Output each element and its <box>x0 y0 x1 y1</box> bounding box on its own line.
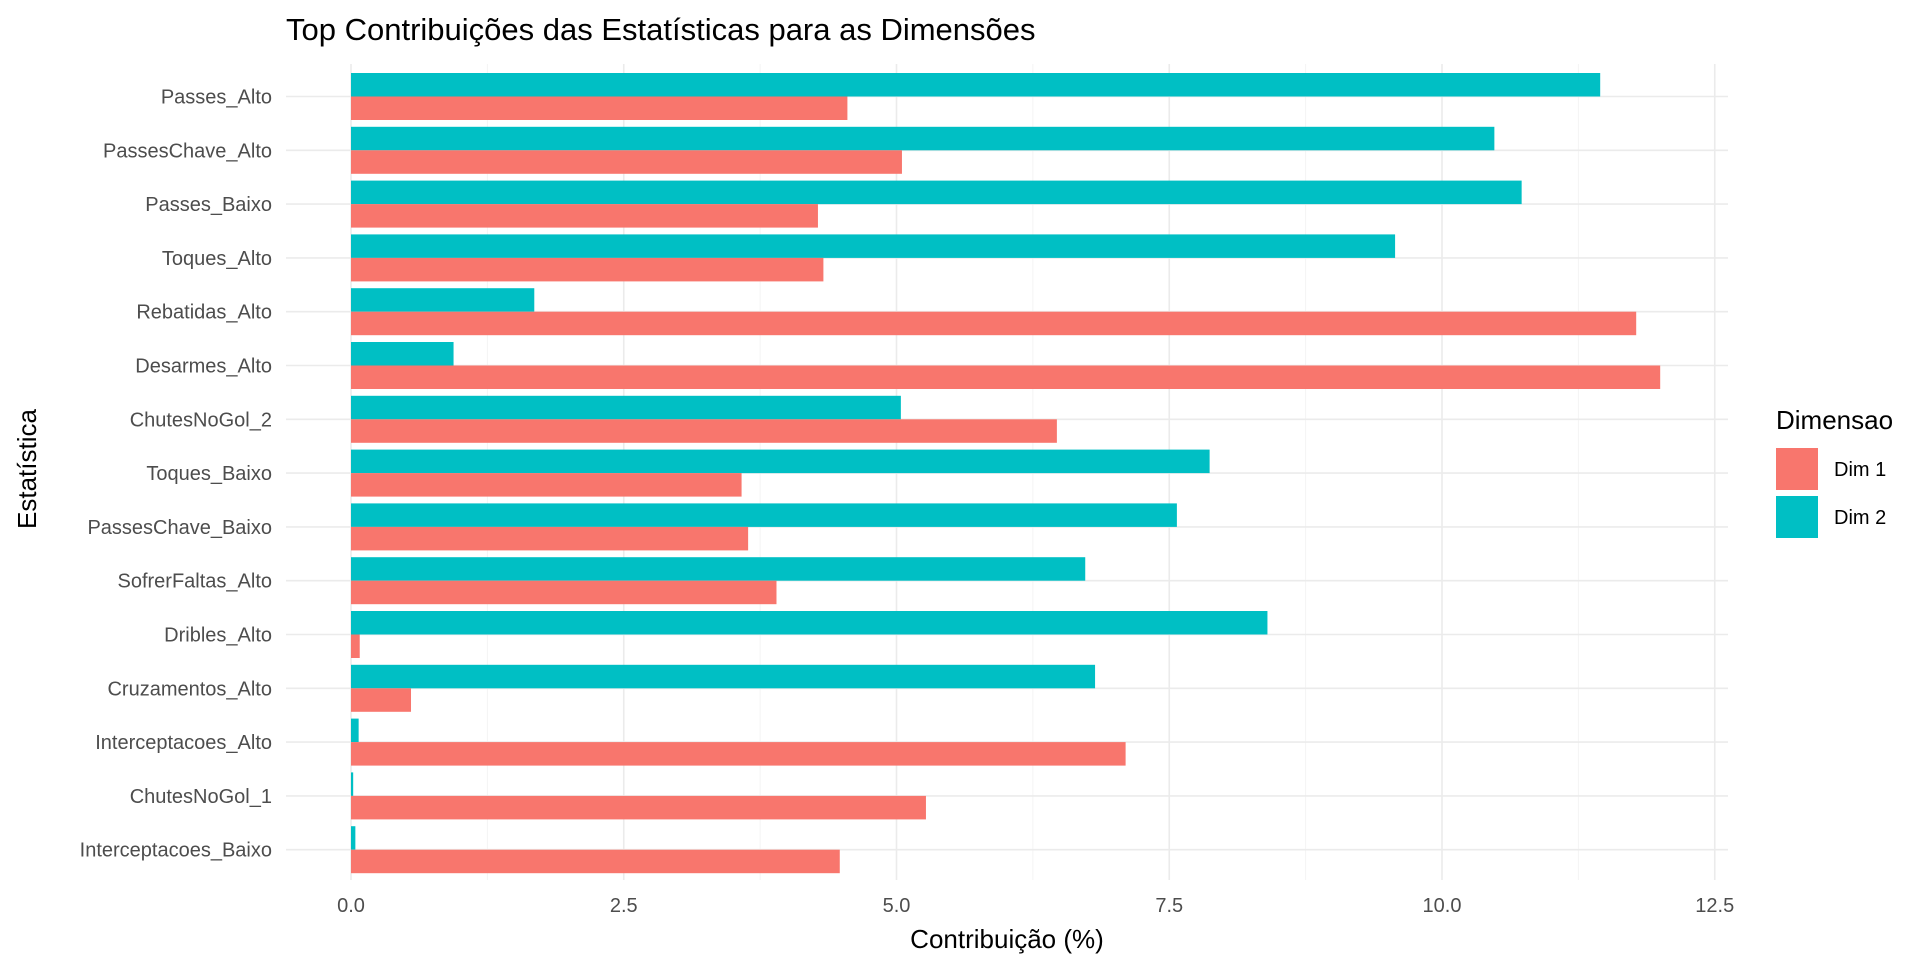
bar-Toques_Alto-dim2 <box>351 234 1396 258</box>
bar-SofrerFaltas_Alto-dim1 <box>351 580 777 605</box>
bar-Desarmes_Alto-dim1 <box>351 365 1661 389</box>
y-tick-labels: Passes_Alto PassesChave_Alto Passes_Baixo T… <box>80 87 272 862</box>
bar-Interceptacoes_Alto-dim1 <box>351 742 1126 766</box>
x-tick-label: 0.0 <box>337 895 365 917</box>
y-tick-label: ChutesNoGol_1 <box>130 786 272 808</box>
bar-PassesChave_Baixo-dim1 <box>351 526 749 551</box>
bar-Interceptacoes_Baixo-dim1 <box>351 849 840 874</box>
bar-ChutesNoGol_2-dim2 <box>351 395 901 420</box>
x-tick-label: 12.5 <box>1695 895 1734 917</box>
y-tick-label: SofrerFaltas_Alto <box>117 571 272 593</box>
bar-Desarmes_Alto-dim2 <box>351 342 454 366</box>
legend-label-1: Dim 1 <box>1834 459 1886 481</box>
bar-Cruzamentos_Alto-dim1 <box>351 688 412 712</box>
y-tick-label: Interceptacoes_Alto <box>95 732 272 754</box>
y-tick-label: Cruzamentos_Alto <box>107 678 272 700</box>
y-tick-label: Rebatidas_Alto <box>136 302 272 324</box>
bar-PassesChave_Alto-dim1 <box>351 150 902 174</box>
y-axis-title: Estatística <box>12 408 42 528</box>
bar-SofrerFaltas_Alto-dim2 <box>351 557 1086 581</box>
bar-Rebatidas_Alto-dim2 <box>351 288 535 312</box>
bar-ChutesNoGol_1-dim1 <box>351 795 926 820</box>
legend-title: Dimensao <box>1776 405 1893 435</box>
bar-Passes_Alto-dim2 <box>351 73 1601 97</box>
y-tick-label: Toques_Baixo <box>146 463 272 485</box>
y-tick-label: Passes_Alto <box>161 87 272 109</box>
legend-label-2: Dim 2 <box>1834 507 1886 529</box>
bar-Rebatidas_Alto-dim1 <box>351 311 1637 336</box>
bar-PassesChave_Baixo-dim2 <box>351 503 1177 527</box>
y-tick-label: Interceptacoes_Baixo <box>80 840 272 862</box>
y-tick-label: Toques_Alto <box>162 248 272 270</box>
bar-Passes_Baixo-dim1 <box>351 204 818 228</box>
y-tick-label: PassesChave_Alto <box>103 140 272 162</box>
bar-ChutesNoGol_2-dim1 <box>351 419 1057 443</box>
y-tick-label: PassesChave_Baixo <box>87 517 272 539</box>
bar-Toques_Alto-dim1 <box>351 257 824 282</box>
bar-Toques_Baixo-dim1 <box>351 473 742 497</box>
bar-Toques_Baixo-dim2 <box>351 449 1210 474</box>
bar-ChutesNoGol_1-dim2 <box>351 772 354 796</box>
y-tick-label: Dribles_Alto <box>164 625 272 647</box>
y-tick-label: Desarmes_Alto <box>135 356 272 378</box>
legend-swatch-2 <box>1776 496 1818 538</box>
x-tick-label: 10.0 <box>1423 895 1462 917</box>
legend-swatch-1 <box>1776 448 1818 490</box>
bar-Cruzamentos_Alto-dim2 <box>351 664 1096 689</box>
x-tick-label: 2.5 <box>610 895 638 917</box>
bar-Dribles_Alto-dim2 <box>351 611 1268 635</box>
y-tick-label: Passes_Baixo <box>145 194 272 216</box>
bar-PassesChave_Alto-dim2 <box>351 126 1495 151</box>
bar-Interceptacoes_Alto-dim2 <box>351 718 359 743</box>
bars <box>351 73 1661 874</box>
x-tick-labels: 0.0 2.5 5.0 7.5 10.0 12.5 <box>337 895 1734 917</box>
x-axis-title: Contribuição (%) <box>910 924 1104 954</box>
legend: Dimensao Dim 1 Dim 2 <box>1776 405 1893 538</box>
x-tick-label: 5.0 <box>883 895 911 917</box>
bar-Passes_Alto-dim1 <box>351 96 848 120</box>
x-tick-label: 7.5 <box>1155 895 1183 917</box>
bar-Interceptacoes_Baixo-dim2 <box>351 826 356 850</box>
bar-Passes_Baixo-dim2 <box>351 180 1522 205</box>
bar-Dribles_Alto-dim1 <box>351 634 360 658</box>
y-tick-label: ChutesNoGol_2 <box>130 409 272 431</box>
chart-title: Top Contribuições das Estatísticas para … <box>286 12 1036 47</box>
